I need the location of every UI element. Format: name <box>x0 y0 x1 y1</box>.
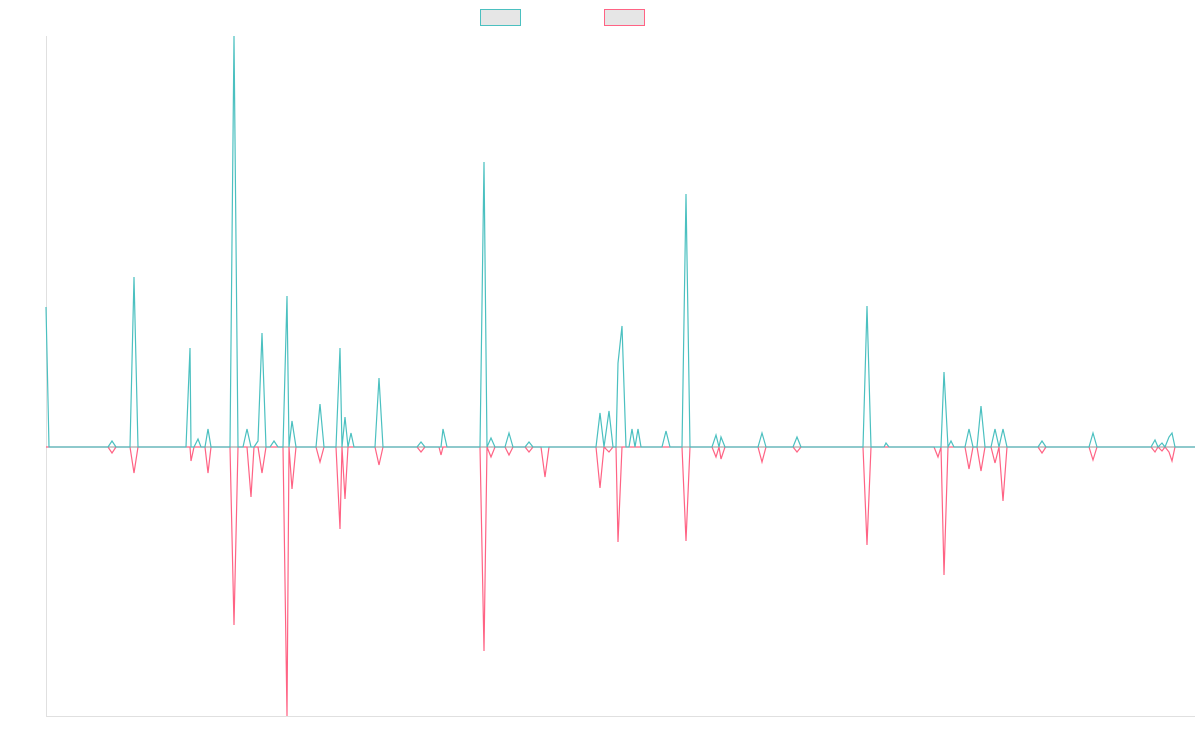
legend-swatch <box>604 9 645 26</box>
legend-swatch <box>480 9 521 26</box>
series-line <box>46 445 1195 717</box>
series-line <box>45 35 1195 450</box>
